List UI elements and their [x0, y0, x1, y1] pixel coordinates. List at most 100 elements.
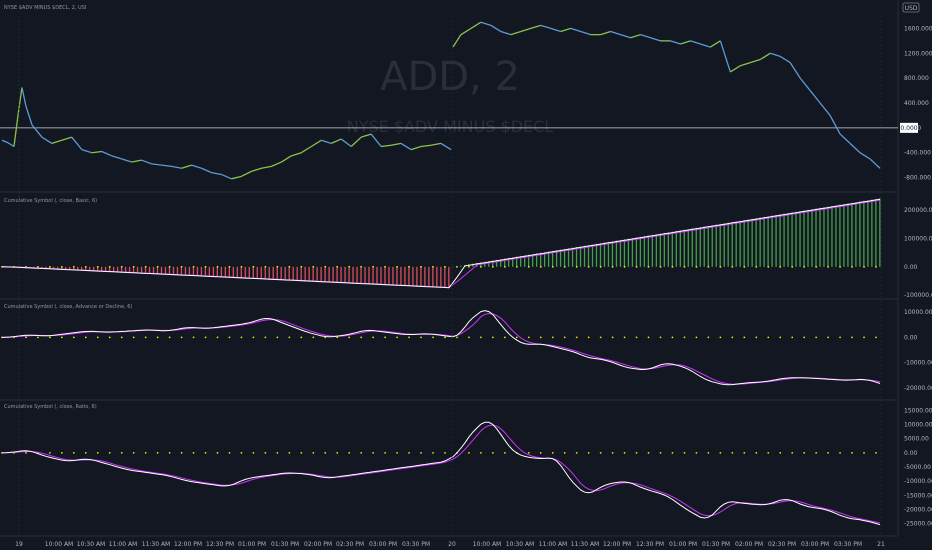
- histogram-bar: [61, 266, 63, 270]
- x-tick-label: 20: [448, 541, 456, 548]
- zero-dot: [60, 451, 63, 454]
- price-segment: [729, 65, 741, 73]
- zero-dot: [647, 451, 650, 454]
- histogram-bar: [252, 266, 254, 279]
- zero-dot: [252, 451, 255, 454]
- histogram-bar: [524, 255, 526, 267]
- histogram-bar: [635, 237, 638, 267]
- histogram-bar: [591, 244, 594, 267]
- x-tick-label: 03:30 PM: [402, 541, 430, 548]
- histogram-bar: [316, 266, 318, 282]
- price-segment: [161, 164, 172, 168]
- price-segment: [300, 145, 312, 154]
- histogram-bar: [100, 266, 103, 272]
- zero-dot: [228, 336, 231, 339]
- zero-dot: [863, 451, 865, 454]
- zero-dot: [803, 451, 806, 454]
- histogram-bar: [711, 225, 713, 267]
- price-segment: [809, 90, 821, 104]
- zero-dot: [611, 336, 614, 339]
- zero-dot: [348, 336, 351, 339]
- histogram-bar: [308, 266, 310, 282]
- zero-dot: [779, 451, 782, 454]
- histogram-bar: [92, 266, 95, 272]
- y-tick-label: -800.000: [904, 175, 931, 182]
- x-tick-label: 11:30 AM: [142, 541, 170, 548]
- price-segment: [121, 158, 132, 163]
- zero-dot: [563, 451, 566, 454]
- zero-dot: [204, 451, 207, 454]
- histogram-bar: [547, 251, 550, 267]
- histogram-bar: [631, 237, 634, 267]
- histogram-bar: [132, 266, 135, 274]
- zero-dot: [168, 265, 171, 268]
- zero-dot: [360, 451, 363, 454]
- price-segment: [241, 170, 252, 177]
- average-line: [1, 198, 881, 289]
- histogram-bar: [855, 202, 857, 267]
- currency-badge[interactable]: [902, 2, 920, 13]
- histogram-bar: [260, 266, 262, 280]
- price-segment: [271, 161, 282, 167]
- price-segment: [111, 155, 122, 160]
- zero-dot: [551, 451, 554, 454]
- histogram-bar: [65, 266, 67, 270]
- histogram-bar: [412, 266, 414, 287]
- zero-dot: [803, 265, 806, 268]
- zero-dot: [420, 451, 422, 454]
- histogram-bar: [168, 266, 171, 275]
- zero-dot: [779, 265, 782, 268]
- histogram-bar: [116, 266, 119, 273]
- zero-dot: [144, 336, 147, 339]
- histogram-bar: [152, 266, 155, 275]
- histogram-bar: [603, 242, 606, 267]
- histogram-bar: [112, 266, 115, 273]
- histogram-bar: [244, 266, 246, 279]
- zero-dot: [827, 265, 830, 268]
- price-segment: [141, 159, 152, 165]
- histogram-bar: [224, 266, 226, 278]
- histogram-bar: [448, 266, 450, 288]
- pane-4: Cumulative Symbol (, close, Ratio, 6) 150…: [1, 404, 932, 528]
- zero-dot: [503, 336, 506, 339]
- histogram-bar: [815, 208, 817, 267]
- y-tick-label: -20000.00: [904, 506, 932, 513]
- histogram-bar: [607, 241, 610, 267]
- price-segment: [131, 159, 142, 163]
- zero-dot: [120, 451, 123, 454]
- histogram-bar: [811, 209, 813, 267]
- zero-dot: [468, 336, 470, 339]
- histogram-bar: [176, 266, 179, 276]
- last-value-badge: [900, 122, 918, 133]
- histogram-bar: [408, 266, 410, 287]
- zero-dot: [72, 265, 75, 268]
- zero-dot: [767, 265, 770, 268]
- histogram-bar: [344, 266, 346, 284]
- histogram-bar: [388, 266, 390, 286]
- zero-dot: [108, 265, 111, 268]
- histogram-bar: [595, 243, 598, 267]
- price-segment: [849, 142, 861, 154]
- price-segment: [51, 139, 63, 145]
- histogram-bar: [492, 260, 494, 267]
- histogram-bar: [763, 216, 765, 267]
- histogram-bar: [432, 266, 434, 288]
- histogram-bar: [460, 265, 462, 267]
- zero-dot: [72, 336, 75, 339]
- histogram-bar: [687, 229, 689, 267]
- zero-dot: [468, 451, 470, 454]
- x-tick-label: 10:00 AM: [45, 541, 73, 548]
- histogram-bar: [404, 266, 406, 286]
- zero-dot: [336, 451, 339, 454]
- price-segment: [700, 43, 711, 48]
- histogram-bar: [831, 205, 833, 267]
- histogram-bar: [73, 266, 75, 271]
- zero-dot: [384, 336, 387, 339]
- currency-label: USD: [905, 5, 918, 12]
- zero-dot: [599, 451, 602, 454]
- price-segment: [261, 165, 272, 169]
- zero-dot: [216, 336, 219, 339]
- zero-dot: [288, 451, 291, 454]
- y-tick-label: 5000.00: [904, 436, 929, 443]
- price-segment: [25, 105, 33, 125]
